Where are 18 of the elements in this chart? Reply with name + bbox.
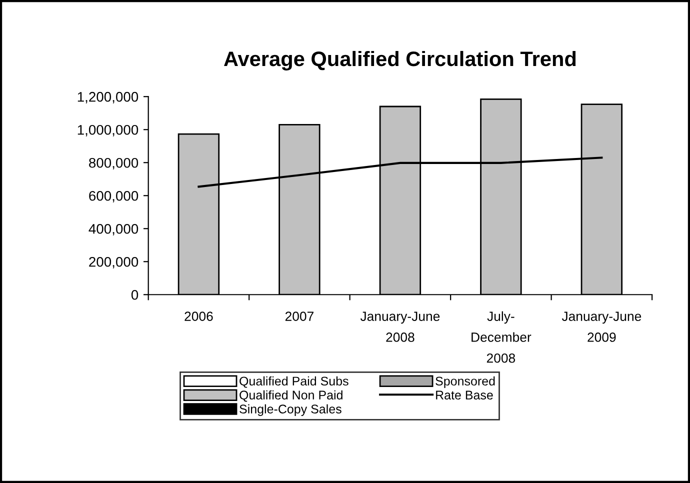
legend-label: Qualified Non Paid: [240, 390, 342, 402]
legend-label: Single-Copy Sales: [240, 404, 342, 416]
y-tick-label: 400,000: [88, 224, 138, 236]
y-tick-label: 200,000: [89, 256, 138, 268]
legend-label: Sponsored: [436, 376, 495, 388]
legend-label: Qualified Paid Subs: [240, 376, 348, 388]
y-tick-label: 600,000: [89, 190, 138, 202]
chart-title: Average Qualified Circulation Trend: [224, 50, 576, 70]
x-tick-label: 2006: [184, 312, 213, 321]
legend-label: Rate Base: [436, 390, 493, 400]
x-tick-label: July- December 2008: [472, 311, 532, 363]
y-tick-label: 800,000: [89, 158, 138, 170]
y-tick-label: 1,000,000: [78, 124, 138, 136]
y-tick-label: 0: [131, 290, 138, 300]
x-tick-label: January-June 2009: [562, 312, 642, 342]
x-tick-label: 2007: [285, 312, 314, 321]
x-tick-label: January-June 2008: [360, 312, 440, 342]
y-tick-label: 1,200,000: [78, 92, 138, 104]
